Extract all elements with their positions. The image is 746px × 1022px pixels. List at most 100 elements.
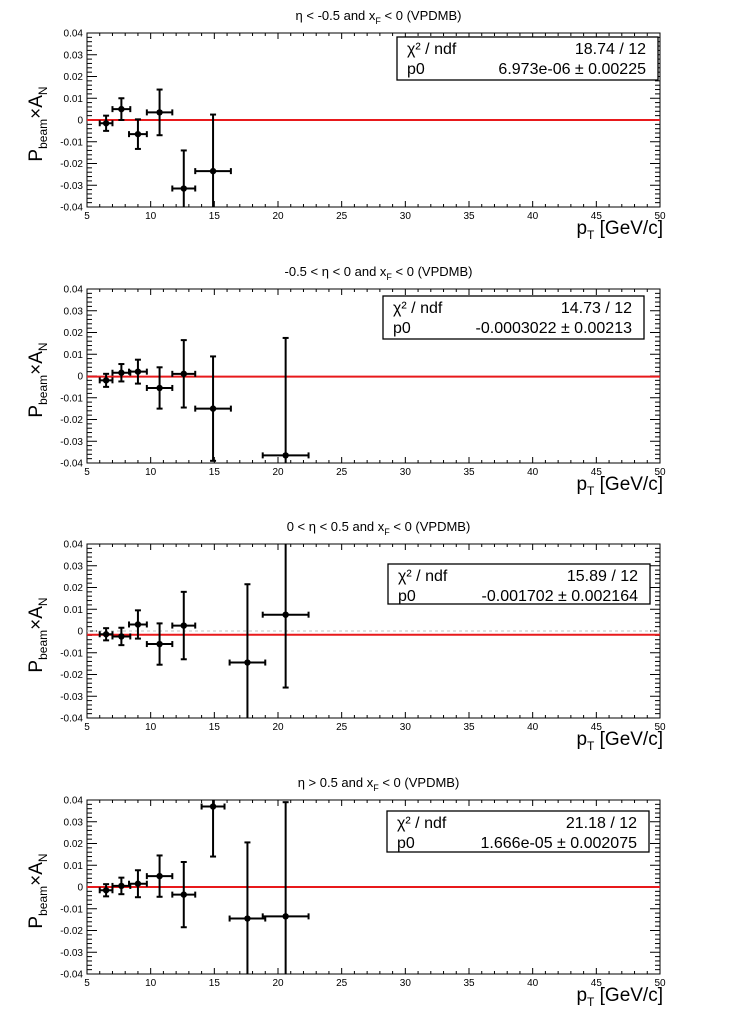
marker (102, 120, 110, 127)
chart-title: 0 < η < 0.5 and xF < 0 (VPDMB) (287, 519, 471, 537)
stats-p0-label: p0 (393, 320, 411, 337)
marker (209, 405, 217, 412)
data-point (111, 97, 132, 121)
y-axis-label-p: P (26, 660, 47, 673)
y-tick-label: 0.01 (64, 350, 84, 361)
marker (209, 167, 217, 175)
x-axis-label-sub-t: T (587, 995, 595, 1009)
marker (118, 105, 125, 113)
x-tick-label: 35 (463, 211, 475, 222)
chart-title: -0.5 < η < 0 and xF < 0 (VPDMB) (285, 264, 473, 282)
y-tick-label: -0.03 (60, 181, 83, 192)
y-axis-label-times-a: ×A (26, 351, 47, 375)
marker (134, 368, 142, 375)
chart-title-subscript: F (373, 783, 379, 793)
y-axis-label-sub-beam: beam (36, 375, 50, 405)
y-tick-label: 0 (77, 372, 83, 383)
x-axis-label-unit: [GeV/c] (594, 474, 663, 495)
stats-box (382, 295, 645, 340)
data-point (111, 363, 132, 383)
x-axis-label: pT [GeV/c] (576, 218, 663, 242)
marker (180, 185, 187, 192)
data-point (111, 876, 132, 896)
y-tick-label: -0.02 (60, 670, 83, 681)
stats-chi2-value: 14.73 / 12 (561, 300, 632, 317)
data-point (98, 372, 114, 388)
x-tick-label: 50 (654, 211, 666, 222)
x-axis-label-p: p (576, 985, 587, 1006)
x-tick-label: 50 (654, 978, 666, 989)
data-point (145, 366, 174, 410)
y-tick-label: 0.02 (64, 839, 84, 850)
y-axis-label-p: P (26, 405, 47, 418)
x-tick-label: 20 (272, 978, 284, 989)
x-tick-label: 50 (654, 722, 666, 733)
y-axis-label-p: P (26, 149, 47, 162)
data-point (128, 609, 148, 640)
x-tick-label: 40 (527, 722, 539, 733)
y-tick-label: 0.03 (64, 306, 84, 317)
marker (156, 109, 163, 116)
y-tick-label: 0.01 (64, 94, 84, 105)
data-point (145, 88, 174, 137)
stats-p0-value: -0.0003022 ± 0.00213 (476, 320, 633, 337)
chart-title-subscript: F (386, 272, 392, 282)
chart-title-subscript: F (375, 16, 381, 26)
data-point (98, 114, 114, 132)
marker (118, 633, 125, 640)
x-tick-label: 40 (527, 211, 539, 222)
x-axis-label: pT [GeV/c] (576, 985, 663, 1009)
data-point (98, 883, 114, 898)
y-tick-label: 0.04 (64, 540, 84, 551)
y-tick-label: -0.02 (60, 159, 83, 170)
x-tick-label: 25 (336, 722, 348, 733)
x-axis-label-sub-t: T (587, 484, 595, 498)
x-tick-label: 5 (84, 722, 90, 733)
data-point (228, 583, 267, 718)
data-point (128, 869, 148, 899)
data-point (128, 358, 148, 385)
y-tick-label: -0.01 (60, 137, 83, 148)
chart-title: η > 0.5 and xF < 0 (VPDMB) (298, 775, 460, 793)
chart-title-main: 0 < η < 0.5 and x (287, 519, 385, 534)
x-axis-label-p: p (576, 729, 587, 750)
data-point (98, 627, 114, 642)
data-point (145, 854, 174, 898)
marker (118, 882, 125, 890)
y-axis-label: Pbeam×AN (26, 853, 50, 928)
data-point (194, 113, 232, 207)
marker (156, 384, 163, 392)
marker (118, 369, 125, 376)
x-axis-label-sub-t: T (587, 739, 595, 753)
y-tick-label: -0.02 (60, 926, 83, 937)
chart-title-main: η > 0.5 and x (298, 775, 374, 790)
marker (209, 803, 217, 810)
x-tick-label: 5 (84, 467, 90, 478)
y-tick-label: 0.01 (64, 605, 84, 616)
y-tick-label: -0.01 (60, 648, 83, 659)
data-point (171, 339, 197, 409)
chart-svg-1: η < -0.5 and xF < 0 (VPDMB) -0.04 -0.03 -0.… (26, 8, 666, 242)
y-axis-label-times-a: ×A (26, 862, 47, 886)
x-tick-label: 15 (209, 722, 221, 733)
marker (156, 640, 163, 648)
y-tick-label: 0.03 (64, 561, 84, 572)
y-axis-label-sub-n: N (36, 86, 50, 95)
y-axis-label-sub-beam: beam (36, 630, 50, 660)
marker (102, 887, 110, 894)
x-tick-label: 15 (209, 467, 221, 478)
y-tick-label: -0.02 (60, 415, 83, 426)
x-tick-label: 20 (272, 211, 284, 222)
stats-p0-label: p0 (407, 61, 425, 78)
x-tick-label: 30 (400, 467, 412, 478)
marker (156, 872, 163, 880)
marker (102, 377, 110, 384)
stats-p0-label: p0 (398, 588, 416, 605)
stats-p0-value: -0.001702 ± 0.002164 (482, 588, 639, 605)
x-tick-label: 45 (591, 978, 603, 989)
x-tick-label: 30 (400, 211, 412, 222)
y-tick-label: -0.03 (60, 437, 83, 448)
y-tick-label: -0.04 (60, 970, 83, 981)
chart-title: η < -0.5 and xF < 0 (VPDMB) (296, 8, 462, 26)
